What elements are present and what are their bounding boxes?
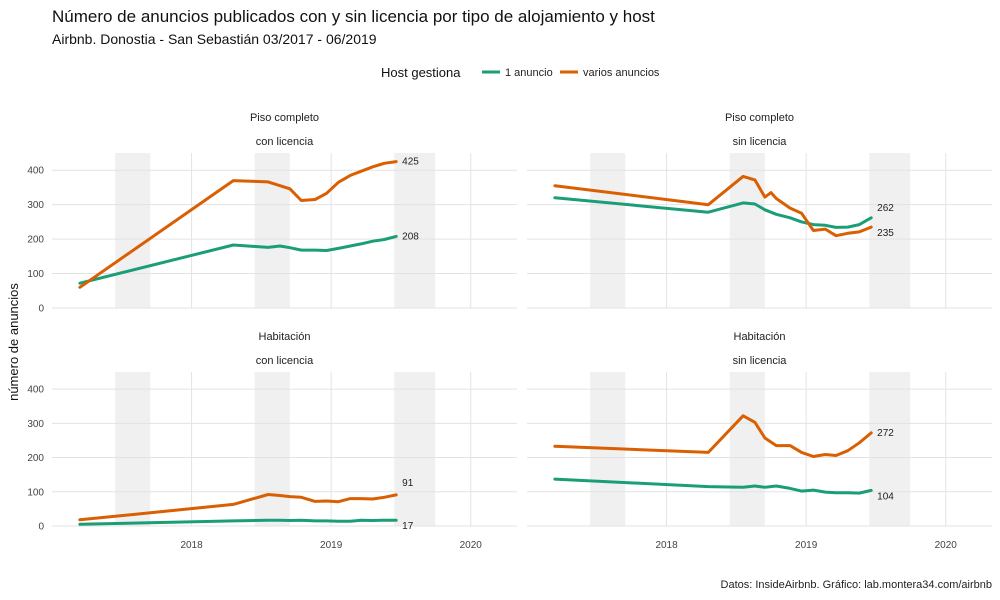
x-tick-label: 2018 [180, 540, 203, 551]
panel-strip-label: Piso completo [250, 112, 319, 124]
shaded-period [590, 153, 626, 308]
shaded-period [729, 372, 765, 526]
panel-strip-label: sin licencia [733, 136, 788, 148]
x-tick-label: 2019 [320, 540, 343, 551]
end-label-1-anuncio: 208 [402, 231, 419, 242]
end-label-1-anuncio: 17 [402, 521, 414, 532]
end-label-varios-anuncios: 425 [402, 157, 419, 168]
panel-habitacion-con-licencia: 0 100 200 300 400 2018 2019 2020 Habitación con l… [27, 331, 517, 551]
series-line-varios-anuncios [553, 414, 873, 458]
y-tick-label: 0 [38, 522, 44, 533]
legend-title: Host gestiona [381, 65, 461, 80]
end-label-1-anuncio: 262 [877, 203, 894, 214]
panels: 0 100 200 300 400 Piso completo con licencia 20… [27, 112, 992, 551]
end-label-varios-anuncios: 235 [877, 228, 894, 239]
series-line-1-anuncio [78, 518, 398, 526]
y-tick-label: 300 [27, 200, 44, 211]
legend: Host gestiona 1 anuncio varios anuncios [381, 65, 660, 80]
panel-strip-label: con licencia [256, 355, 314, 367]
shaded-period [254, 372, 290, 526]
chart-caption: Datos: InsideAirbnb. Gráfico: lab.monter… [721, 579, 992, 591]
y-tick-label: 200 [27, 235, 44, 246]
y-tick-label: 100 [27, 487, 44, 498]
x-tick-label: 2019 [795, 540, 818, 551]
end-label-varios-anuncios: 272 [877, 428, 894, 439]
legend-label-varios-anuncios: varios anuncios [583, 67, 660, 79]
x-tick-label: 2020 [935, 540, 958, 551]
y-axis-label: número de anuncios [6, 283, 21, 401]
chart-subtitle: Airbnb. Donostia - San Sebastián 03/2017… [52, 31, 377, 47]
panel-strip-label: con licencia [256, 136, 314, 148]
end-label-varios-anuncios: 91 [402, 478, 414, 489]
y-tick-label: 300 [27, 419, 44, 430]
series-line-varios-anuncios [553, 174, 873, 238]
panel-piso-completo-sin-licencia: Piso completo sin licencia 262 235 [527, 112, 992, 309]
series-line-varios-anuncios [78, 493, 398, 522]
panel-strip-label: Habitación [734, 331, 786, 343]
panel-strip-label: sin licencia [733, 355, 788, 367]
x-tick-label: 2018 [655, 540, 678, 551]
panel-piso-completo-con-licencia: 0 100 200 300 400 Piso completo con licencia 20… [27, 112, 517, 315]
legend-label-1-anuncio: 1 anuncio [505, 67, 553, 79]
shaded-period [869, 153, 911, 308]
series-line-varios-anuncios [78, 160, 398, 289]
series-line-1-anuncio [78, 234, 398, 285]
shaded-period [115, 153, 151, 308]
shaded-period [254, 153, 290, 308]
shaded-period [394, 372, 436, 526]
y-tick-label: 400 [27, 166, 44, 177]
panel-strip-label: Habitación [259, 331, 311, 343]
x-tick-label: 2020 [460, 540, 483, 551]
y-tick-label: 0 [38, 304, 44, 315]
y-tick-label: 100 [27, 269, 44, 280]
end-label-1-anuncio: 104 [877, 491, 894, 502]
shaded-period [869, 372, 911, 526]
series-line-1-anuncio [553, 196, 873, 229]
shaded-period [115, 372, 151, 526]
y-tick-label: 400 [27, 385, 44, 396]
series-line-1-anuncio [553, 477, 873, 495]
chart-title: Número de anuncios publicados con y sin … [52, 7, 655, 26]
panel-habitacion-sin-licencia: 2018 2019 2020 Habitación sin licencia 104 272 [527, 331, 992, 551]
shaded-period [394, 153, 436, 308]
y-tick-label: 200 [27, 453, 44, 464]
panel-strip-label: Piso completo [725, 112, 794, 124]
